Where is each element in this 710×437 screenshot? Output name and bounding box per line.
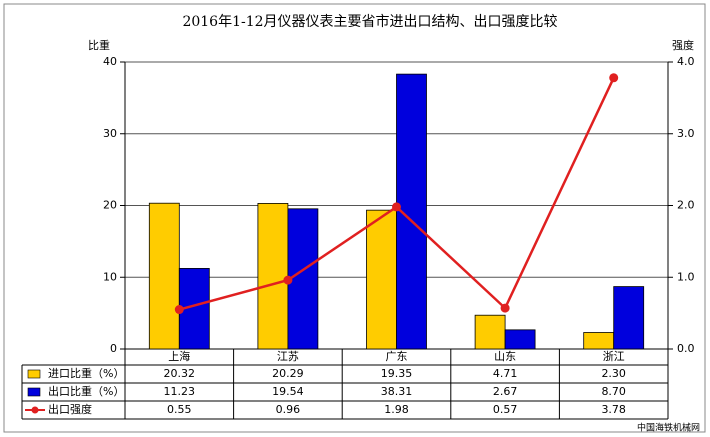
- x-tick-label: 广东: [386, 350, 408, 363]
- bar: [474, 314, 506, 350]
- table-value: 11.23: [164, 385, 196, 398]
- table-value: 2.30: [601, 367, 626, 380]
- table-value: 1.98: [384, 403, 409, 416]
- legend-label: 出口比重（%）: [48, 384, 124, 398]
- bar: [396, 73, 427, 350]
- y-tick-label: 10: [103, 270, 117, 283]
- table-value: 19.54: [272, 385, 304, 398]
- marker: [174, 305, 184, 315]
- y-tick-label: 30: [103, 127, 117, 140]
- legend-swatch: [31, 406, 39, 414]
- y-axis-label: 比重: [88, 38, 110, 52]
- y2-tick-label: 0.0: [677, 342, 695, 355]
- bar: [287, 208, 319, 350]
- legend-label: 进口比重（%）: [48, 366, 124, 380]
- table-value: 3.78: [601, 403, 626, 416]
- bar: [583, 332, 615, 350]
- y-tick-label: 20: [103, 199, 117, 212]
- marker: [283, 275, 293, 285]
- table-value: 0.55: [167, 403, 192, 416]
- table-value: 20.29: [272, 367, 304, 380]
- y2-axis-label: 强度: [672, 38, 694, 52]
- x-tick-label: 江苏: [277, 350, 299, 363]
- table-value: 20.32: [164, 367, 196, 380]
- y2-tick-label: 4.0: [677, 55, 695, 68]
- chart-title: 2016年1-12月仪器仪表主要省市进出口结构、出口强度比较: [182, 13, 557, 30]
- frame: [3, 3, 706, 433]
- table-value: 4.71: [493, 367, 518, 380]
- marker: [500, 303, 510, 313]
- y2-tick-label: 2.0: [677, 199, 695, 212]
- y-tick-label: 40: [103, 55, 117, 68]
- watermark: 中国海铁机械网: [637, 422, 700, 434]
- x-tick-label: 上海: [168, 349, 190, 363]
- legend-swatch: [27, 369, 41, 379]
- marker: [609, 73, 619, 83]
- x-tick-label: 山东: [494, 350, 516, 363]
- y2-tick-label: 3.0: [677, 127, 695, 140]
- table-value: 0.96: [276, 403, 301, 416]
- y2-tick-label: 1.0: [677, 270, 695, 283]
- bar: [148, 202, 180, 350]
- y-tick-label: 0: [110, 342, 117, 355]
- marker: [392, 202, 401, 212]
- x-tick-label: 浙江: [603, 350, 625, 363]
- table-value: 19.35: [381, 367, 413, 380]
- table-value: 38.31: [381, 385, 413, 398]
- bar: [366, 209, 397, 350]
- bar: [504, 329, 536, 350]
- table-value: 2.67: [493, 385, 518, 398]
- bar: [257, 203, 289, 350]
- legend-label: 出口强度: [48, 402, 92, 416]
- table-value: 0.57: [493, 403, 518, 416]
- bar: [613, 286, 645, 350]
- legend-swatch: [27, 387, 41, 397]
- table-value: 8.70: [601, 385, 626, 398]
